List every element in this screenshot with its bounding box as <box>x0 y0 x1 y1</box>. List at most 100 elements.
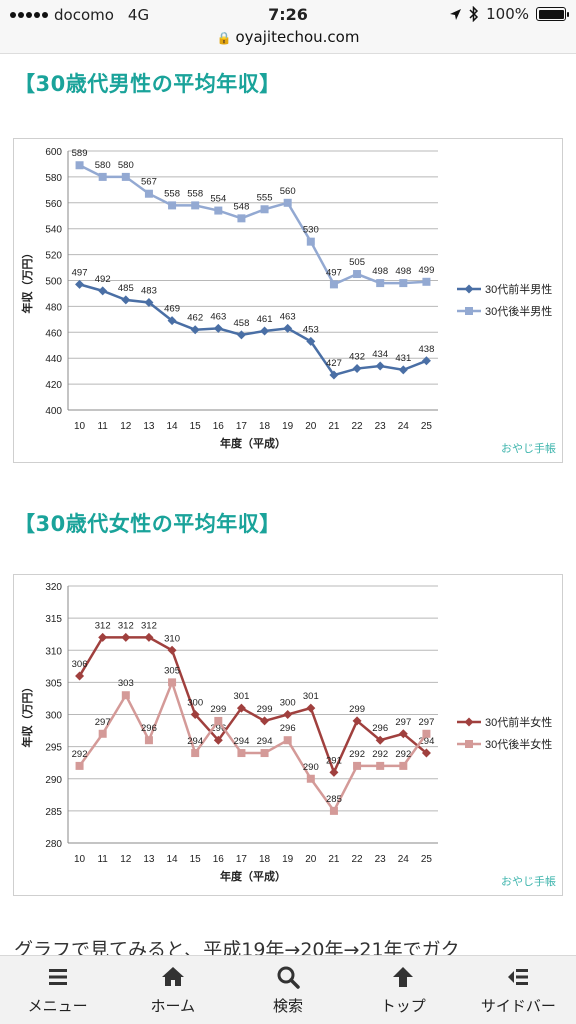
data-label: 297 <box>419 717 435 728</box>
data-point <box>214 716 223 725</box>
data-point <box>421 356 431 366</box>
data-label: 294 <box>257 736 273 747</box>
data-point <box>98 632 108 642</box>
data-point <box>260 749 269 758</box>
data-label: 296 <box>141 723 157 734</box>
x-tick-label: 12 <box>120 854 132 865</box>
nav-top-label: トップ <box>380 996 426 1015</box>
y-tick-label: 440 <box>45 354 62 365</box>
data-point <box>329 806 338 815</box>
data-point <box>144 736 153 745</box>
nav-home[interactable]: ホーム <box>115 956 230 1024</box>
url-bar[interactable]: 🔒 oyajitechou.com <box>0 28 576 54</box>
location-icon <box>450 8 462 20</box>
battery-percent: 100% <box>486 5 529 23</box>
data-label: 580 <box>118 160 134 171</box>
data-label: 306 <box>72 659 88 670</box>
nav-menu[interactable]: メニュー <box>0 956 115 1024</box>
data-label: 290 <box>303 762 319 773</box>
data-label: 296 <box>210 723 226 734</box>
data-label: 299 <box>349 704 365 715</box>
data-label: 492 <box>95 274 111 285</box>
chart-card-male: 400 420 440 460 480 500 520 540 560 580 600 10 11 12 1… <box>13 138 563 463</box>
data-point <box>329 767 339 777</box>
data-label: 294 <box>187 736 203 747</box>
watermark: おやじ手帳 <box>501 874 556 888</box>
legend-label: 30代後半女性 <box>485 737 552 751</box>
data-point <box>260 205 269 214</box>
data-point <box>98 729 107 738</box>
data-point <box>283 710 293 719</box>
data-point <box>283 198 292 207</box>
data-point <box>306 237 315 246</box>
search-icon <box>277 966 300 989</box>
x-tick-label: 22 <box>352 421 364 432</box>
x-tick-label: 14 <box>167 854 179 865</box>
nav-search-label: 検索 <box>273 996 304 1015</box>
network-type: 4G <box>127 6 150 24</box>
data-point <box>353 270 362 279</box>
data-label: 296 <box>372 723 388 734</box>
data-point <box>75 279 85 289</box>
data-label: 589 <box>72 148 88 159</box>
data-label: 497 <box>326 267 342 278</box>
nav-search[interactable]: 検索 <box>230 956 345 1024</box>
data-label: 299 <box>210 704 226 715</box>
section-heading-female: 【30歳代女性の平均年収】 <box>14 512 281 536</box>
data-point <box>306 774 315 783</box>
data-label: 300 <box>280 698 296 709</box>
data-point <box>375 735 385 745</box>
data-label: 560 <box>280 186 296 197</box>
x-axis-title: 年度（平成） <box>220 436 286 450</box>
x-tick-label: 22 <box>352 854 364 865</box>
arrow-up-icon <box>393 966 414 987</box>
x-tick-label: 19 <box>282 854 294 865</box>
data-label: 310 <box>164 633 180 644</box>
data-label: 462 <box>187 313 203 324</box>
data-label: 431 <box>395 353 411 364</box>
data-label: 292 <box>372 749 388 760</box>
data-label: 300 <box>187 698 203 709</box>
legend-marker <box>464 284 474 294</box>
data-point <box>283 736 292 745</box>
x-tick-label: 10 <box>74 421 86 432</box>
data-point <box>121 172 130 181</box>
y-tick-label: 520 <box>45 251 62 262</box>
y-tick-label: 460 <box>45 328 62 339</box>
male-income-chart: 400 420 440 460 480 500 520 540 560 580 600 10 11 12 1… <box>20 147 556 455</box>
data-point <box>283 323 293 333</box>
x-tick-label: 16 <box>213 421 225 432</box>
bluetooth-icon <box>469 6 479 22</box>
data-label: 558 <box>187 188 203 199</box>
data-label: 292 <box>72 749 88 760</box>
x-tick-label: 18 <box>259 421 271 432</box>
data-label: 485 <box>118 283 134 294</box>
x-tick-label: 17 <box>236 854 248 865</box>
x-tick-label: 11 <box>97 421 108 432</box>
carrier-info: docomo 4G <box>10 6 149 24</box>
data-point <box>237 749 246 758</box>
x-tick-label: 11 <box>97 854 108 865</box>
data-label: 301 <box>234 691 250 702</box>
data-label: 499 <box>419 265 435 276</box>
data-label: 297 <box>395 717 411 728</box>
data-label: 434 <box>372 349 388 360</box>
nav-top[interactable]: トップ <box>346 956 461 1024</box>
data-point <box>236 703 246 713</box>
y-tick-label: 310 <box>45 646 62 657</box>
data-point <box>167 645 177 655</box>
nav-sidebar[interactable]: サイドバー <box>461 956 576 1024</box>
series-line <box>78 636 428 776</box>
y-tick-label: 300 <box>45 711 62 722</box>
legend-label: 30代後半男性 <box>485 304 552 318</box>
data-label: 292 <box>395 749 411 760</box>
data-label: 548 <box>234 201 250 212</box>
nav-sidebar-label: サイドバー <box>480 996 556 1015</box>
legend-label: 30代前半男性 <box>485 282 552 296</box>
x-tick-label: 21 <box>328 421 340 432</box>
data-label: 312 <box>118 620 134 631</box>
x-tick-label: 20 <box>305 421 317 432</box>
data-point <box>144 298 154 308</box>
legend-marker <box>465 307 473 315</box>
x-tick-label: 17 <box>236 421 248 432</box>
